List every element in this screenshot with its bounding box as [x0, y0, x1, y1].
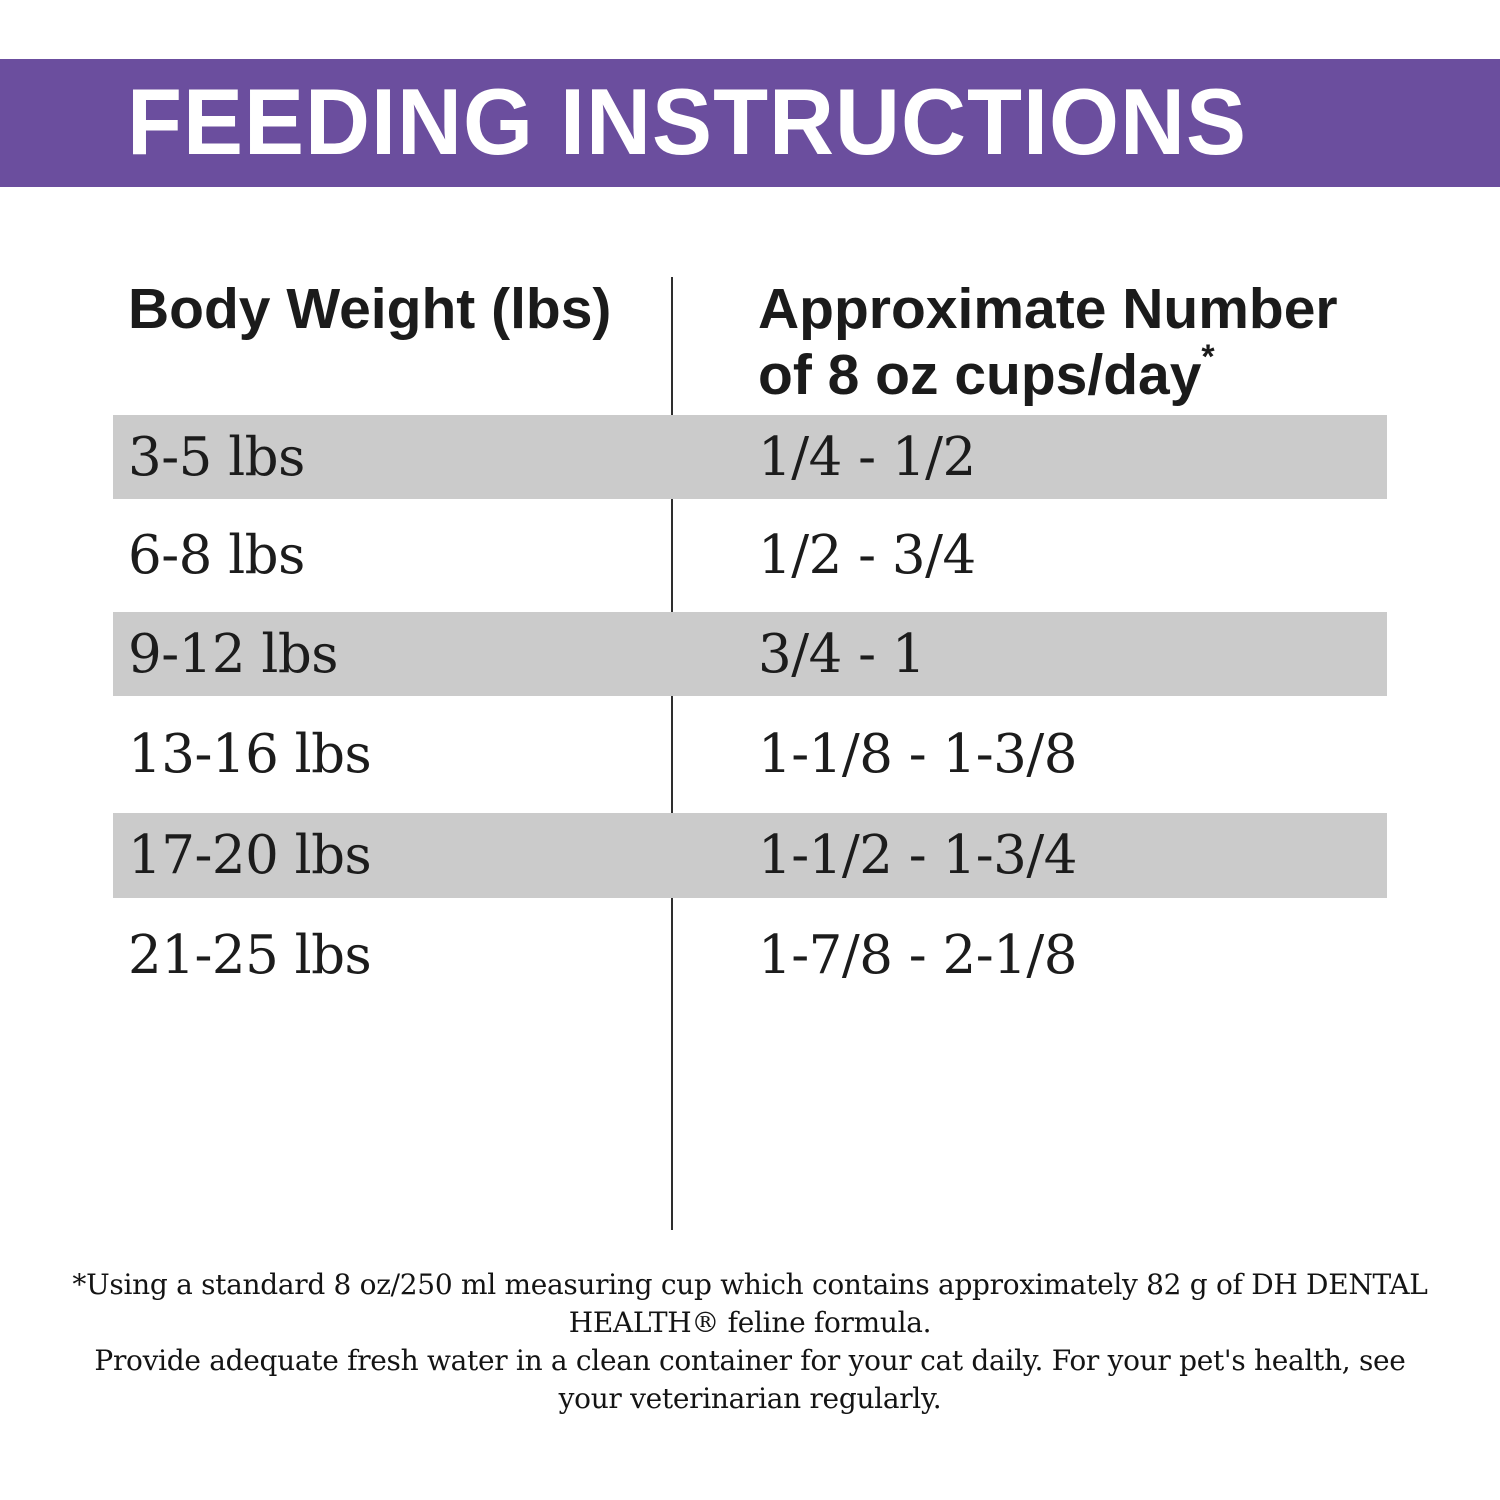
body-weight-cell: 3-5 lbs — [128, 426, 305, 488]
table-row: 6-8 lbs 1/2 - 3/4 — [113, 499, 1387, 612]
cups-per-day-cell: 1-7/8 - 2-1/8 — [758, 925, 1077, 986]
cups-per-day-cell: 3/4 - 1 — [758, 623, 926, 685]
body-weight-cell: 13-16 lbs — [128, 724, 372, 785]
cups-per-day-cell: 1-1/8 - 1-3/8 — [758, 724, 1077, 785]
column-divider — [671, 277, 673, 1230]
table-row: 3-5 lbs 1/4 - 1/2 — [113, 415, 1387, 499]
body-weight-cell: 9-12 lbs — [128, 623, 339, 685]
footnote: *Using a standard 8 oz/250 ml measuring … — [60, 1266, 1440, 1418]
body-weight-cell: 21-25 lbs — [128, 925, 372, 986]
cups-per-day-cell: 1/4 - 1/2 — [758, 426, 976, 488]
cups-per-day-cell: 1-1/2 - 1-3/4 — [758, 825, 1077, 886]
footnote-marker: * — [1201, 338, 1215, 376]
body-weight-cell: 17-20 lbs — [128, 825, 372, 886]
column-header-body-weight: Body Weight (lbs) — [128, 276, 611, 342]
feeding-instructions-banner: FEEDING INSTRUCTIONS — [0, 59, 1500, 187]
column-header-cups-line2: of 8 oz cups/day — [758, 343, 1202, 407]
banner-title: FEEDING INSTRUCTIONS — [127, 71, 1248, 175]
footnote-line-2: Provide adequate fresh water in a clean … — [94, 1344, 1406, 1415]
body-weight-cell: 6-8 lbs — [128, 525, 305, 586]
table-row: 13-16 lbs 1-1/8 - 1-3/8 — [113, 696, 1387, 813]
column-header-cups-line1: Approximate Number — [758, 277, 1338, 341]
table-row: 21-25 lbs 1-7/8 - 2-1/8 — [113, 898, 1387, 1013]
table-row: 17-20 lbs 1-1/2 - 1-3/4 — [113, 813, 1387, 898]
cups-per-day-cell: 1/2 - 3/4 — [758, 525, 976, 586]
table-row: 9-12 lbs 3/4 - 1 — [113, 612, 1387, 696]
column-header-body-weight-label: Body Weight (lbs) — [128, 277, 612, 341]
column-header-cups-per-day: Approximate Number of 8 oz cups/day* — [758, 276, 1338, 408]
footnote-line-1: *Using a standard 8 oz/250 ml measuring … — [72, 1268, 1428, 1339]
feeding-table: 3-5 lbs 1/4 - 1/2 6-8 lbs 1/2 - 3/4 9-12… — [113, 415, 1387, 1013]
